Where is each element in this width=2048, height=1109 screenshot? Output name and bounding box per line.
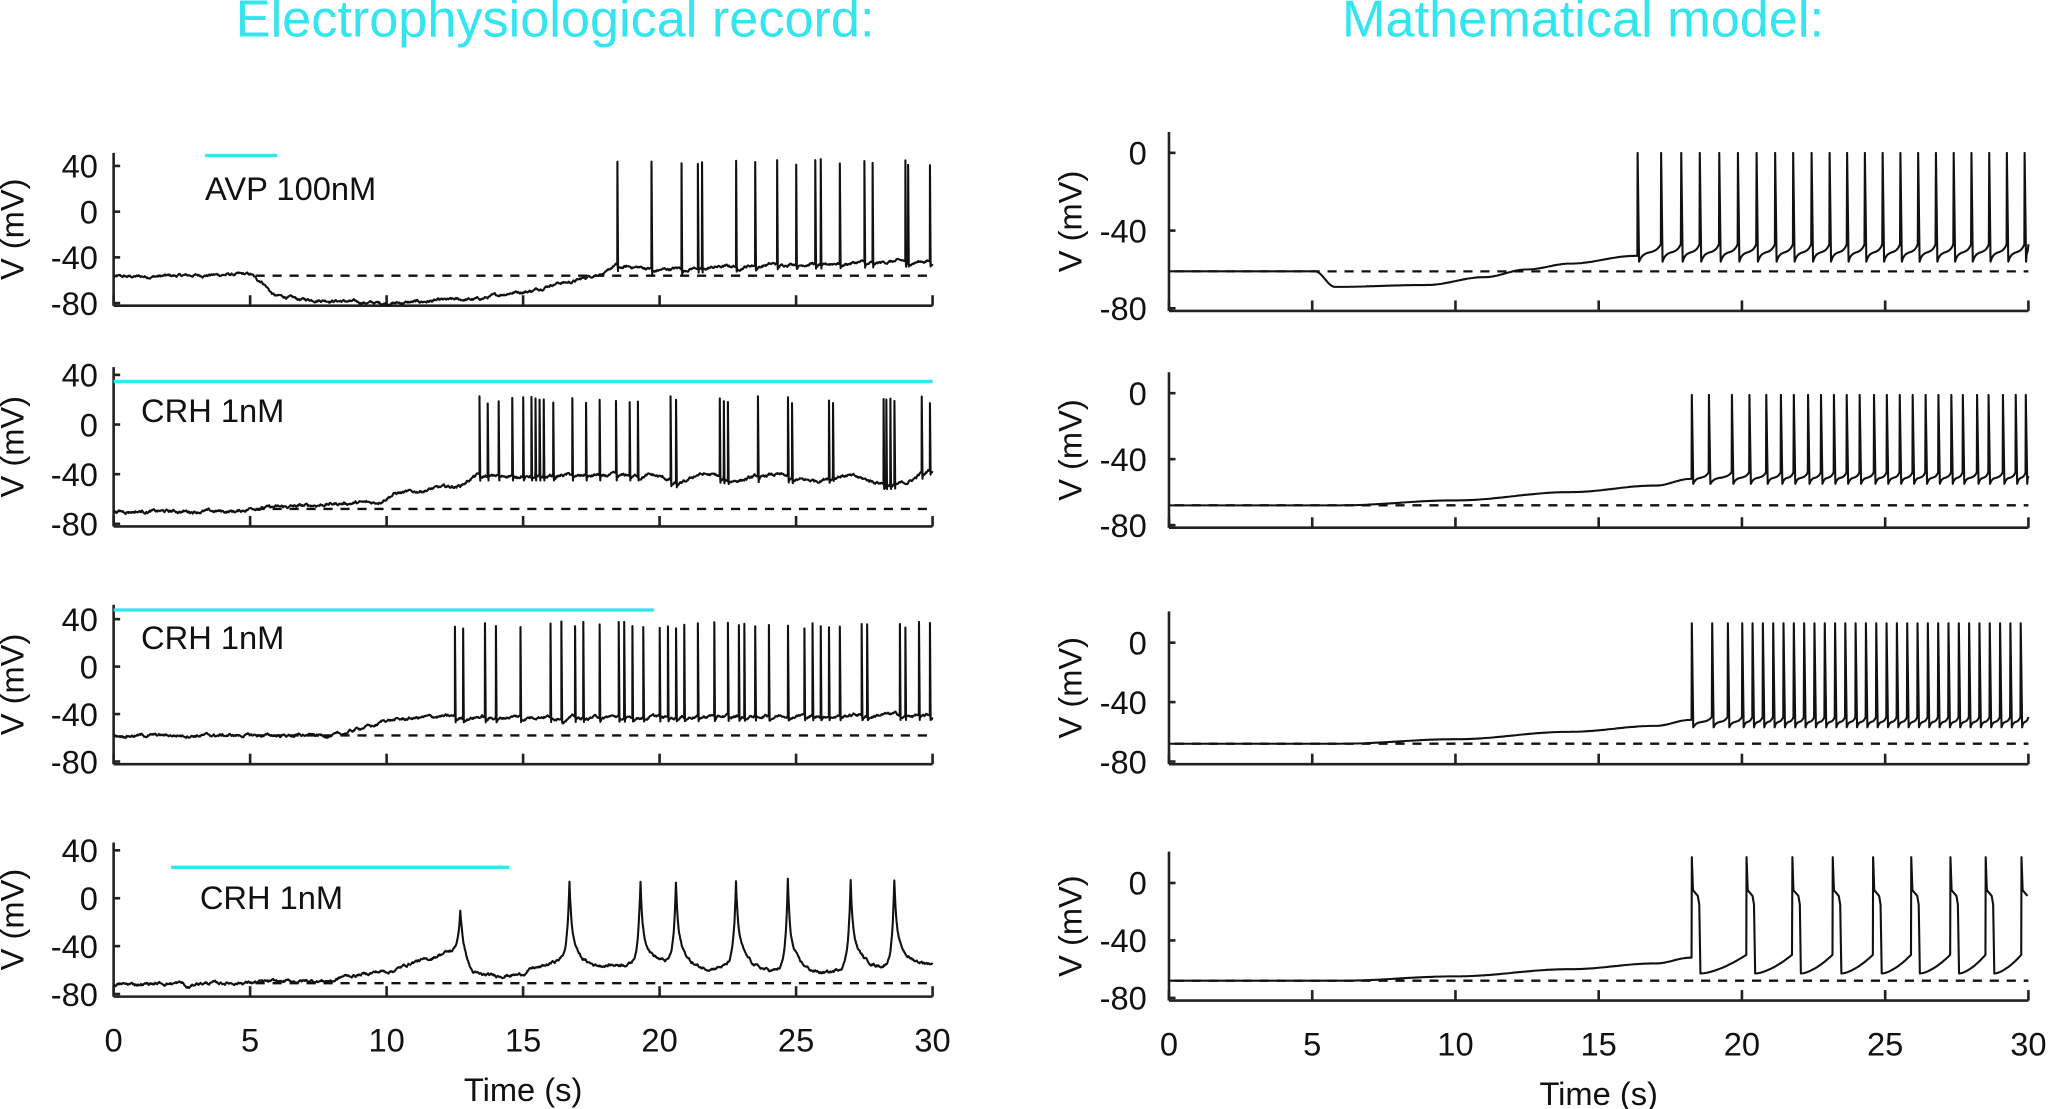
drug-label: CRH 1nM	[141, 619, 284, 656]
title-mathematical-model: Mathematical model:	[1342, 0, 1824, 49]
membrane-potential-trace	[1168, 856, 2029, 982]
y-axis-label: V (mV)	[1051, 637, 1088, 739]
y-axis-label: V (mV)	[1051, 171, 1088, 273]
y-axis-label: V (mV)	[0, 869, 31, 971]
y-tick-label: 0	[1129, 865, 1147, 902]
y-tick-label: -80	[1100, 743, 1147, 780]
y-tick-label: -80	[1100, 290, 1147, 327]
x-tick-label: 10	[368, 1021, 404, 1058]
drug-label: AVP 100nM	[205, 170, 376, 207]
panel-right-2: 0 -40 -80 V (mV)	[1051, 372, 2030, 544]
y-axis-label: V (mV)	[1051, 875, 1088, 977]
y-tick-label: -40	[51, 696, 98, 733]
panel-right-1: 0 -40 -80 V (mV)	[1051, 131, 2030, 327]
y-tick-label: 40	[62, 357, 98, 394]
drug-label: CRH 1nM	[141, 392, 284, 429]
x-tick-label: 20	[641, 1021, 677, 1058]
y-axis-label: V (mV)	[0, 396, 31, 498]
panel-left-3: 40 0 -40 -80 V (mV) CRH 1nM	[0, 601, 934, 780]
x-tick-label: 30	[914, 1021, 950, 1058]
y-tick-label: -40	[51, 928, 98, 965]
membrane-potential-trace	[113, 395, 934, 516]
y-tick-label: -40	[1100, 441, 1147, 478]
y-tick-label: -80	[51, 976, 98, 1013]
x-tick-label: 25	[1867, 1025, 1903, 1062]
y-tick-label: -40	[1100, 684, 1147, 721]
y-tick-label: 0	[80, 406, 98, 443]
x-tick-label: 10	[1437, 1025, 1473, 1062]
x-axis-label: Time (s)	[464, 1071, 582, 1108]
y-tick-label: -40	[1100, 212, 1147, 249]
drug-label: CRH 1nM	[200, 879, 343, 916]
y-tick-label: -40	[51, 456, 98, 493]
membrane-potential-trace	[113, 158, 934, 307]
panel-left-4: 0 5 10 15 20 25 30 40 0 -40 -80 V (mV) Time (s) CRH 1…	[0, 832, 951, 1108]
panel-right-4: 0 5 10 15 20 25 30 0 -40 -80 V (mV) Time (s)	[1051, 851, 2047, 1109]
y-tick-label: -80	[51, 506, 98, 543]
y-tick-label: 0	[80, 648, 98, 685]
x-tick-label: 30	[2010, 1025, 2046, 1062]
x-tick-label: 15	[505, 1021, 541, 1058]
x-tick-label: 25	[778, 1021, 814, 1058]
y-axis-label: V (mV)	[0, 179, 31, 281]
panel-right-3: 0 -40 -80 V (mV)	[1051, 611, 2030, 780]
y-tick-label: -80	[51, 285, 98, 322]
membrane-potential-trace	[1168, 622, 2030, 745]
y-tick-label: 0	[1129, 135, 1147, 172]
y-tick-label: -40	[51, 239, 98, 276]
y-tick-label: -80	[51, 743, 98, 780]
x-tick-label: 0	[105, 1021, 123, 1058]
y-tick-label: -80	[1100, 507, 1147, 544]
membrane-potential-trace	[1168, 393, 2030, 507]
y-tick-label: -80	[1100, 980, 1147, 1017]
x-tick-label: 5	[241, 1021, 259, 1058]
y-tick-label: 40	[62, 601, 98, 638]
panel-left-2: 40 0 -40 -80 V (mV) CRH 1nM	[0, 357, 934, 543]
y-tick-label: 0	[80, 193, 98, 230]
y-tick-label: 40	[62, 148, 98, 185]
y-tick-label: 40	[62, 832, 98, 869]
x-tick-label: 20	[1724, 1025, 1760, 1062]
x-tick-label: 15	[1581, 1025, 1617, 1062]
y-tick-label: 0	[1129, 375, 1147, 412]
x-tick-label: 0	[1160, 1025, 1178, 1062]
x-axis-label: Time (s)	[1539, 1075, 1657, 1109]
y-axis-label: V (mV)	[1051, 399, 1088, 501]
membrane-potential-trace	[113, 877, 934, 990]
panel-left-1: 40 0 -40 -80 V (mV) AVP 100nM	[0, 148, 934, 322]
x-tick-label: 5	[1303, 1025, 1321, 1062]
title-electrophysiological-record: Electrophysiological record:	[236, 0, 875, 49]
y-axis-label: V (mV)	[0, 634, 31, 736]
y-tick-label: 0	[1129, 624, 1147, 661]
y-tick-label: 0	[80, 880, 98, 917]
membrane-potential-trace	[1168, 151, 2030, 288]
y-tick-label: -40	[1100, 922, 1147, 959]
membrane-potential-trace	[113, 620, 934, 740]
